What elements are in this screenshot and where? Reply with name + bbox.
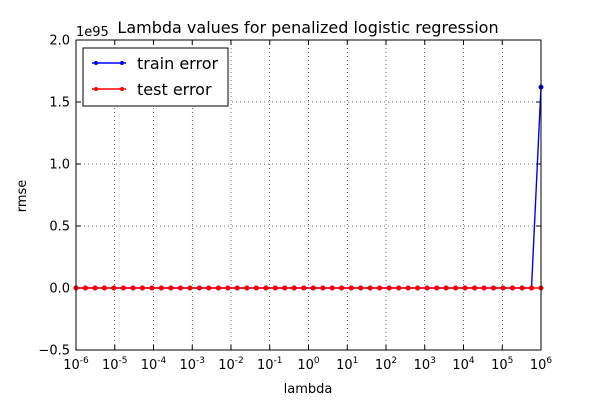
data-point	[206, 285, 212, 291]
data-point	[415, 285, 421, 291]
data-point	[196, 285, 202, 291]
legend: train error test error	[82, 47, 229, 107]
data-point	[396, 285, 402, 291]
data-point	[529, 285, 535, 291]
data-point	[377, 285, 383, 291]
data-point	[225, 285, 231, 291]
y-tick-label: 2.0	[49, 34, 70, 49]
legend-marker	[120, 61, 124, 65]
y-tick-label: 1.5	[49, 96, 70, 111]
data-point	[272, 285, 278, 291]
data-point	[282, 285, 288, 291]
data-point	[339, 285, 345, 291]
data-point	[386, 285, 392, 291]
x-tick-label: 10-2	[218, 356, 244, 373]
x-tick-label: 10-4	[141, 356, 167, 373]
legend-marker	[94, 61, 98, 65]
x-tick-label: 106	[530, 356, 553, 373]
data-point	[491, 285, 497, 291]
data-point	[139, 285, 145, 291]
legend-marker	[94, 87, 98, 91]
x-tick-label: 10-6	[63, 356, 89, 373]
y-axis-label: rmse	[15, 180, 30, 213]
data-point	[111, 285, 117, 291]
data-point	[177, 285, 183, 291]
series-line-train-error	[76, 87, 542, 289]
data-point	[168, 285, 174, 291]
data-point	[358, 285, 364, 291]
data-point	[453, 285, 459, 291]
legend-marker	[120, 87, 124, 91]
x-tick-label: 100	[297, 356, 320, 373]
data-point	[291, 285, 297, 291]
x-tick-label: 104	[452, 356, 475, 373]
data-point	[101, 285, 107, 291]
y-tick-label: 0.0	[49, 282, 70, 297]
data-point	[434, 285, 440, 291]
data-point	[424, 285, 430, 291]
legend-label: train error	[137, 54, 218, 73]
x-tick-label: 10-5	[102, 356, 128, 373]
y-tick-label: −0.5	[38, 344, 70, 359]
x-tick-label: 101	[336, 356, 358, 373]
data-point	[348, 285, 354, 291]
data-point	[510, 285, 516, 291]
data-point	[130, 285, 136, 291]
data-point	[149, 285, 155, 291]
data-point	[253, 285, 259, 291]
data-point	[120, 285, 126, 291]
legend-box	[82, 47, 229, 107]
data-point	[320, 285, 326, 291]
data-point	[367, 285, 373, 291]
data-point	[244, 285, 250, 291]
y-tick-label: 0.5	[49, 220, 70, 235]
x-tick-label: 10-1	[257, 356, 283, 373]
chart-title: Lambda values for penalized logistic reg…	[117, 18, 498, 37]
data-point	[82, 285, 88, 291]
x-axis-label: lambda	[284, 382, 333, 397]
data-point	[481, 285, 487, 291]
data-point	[500, 285, 506, 291]
data-point	[519, 285, 525, 291]
plot-frame	[75, 39, 542, 351]
data-point	[443, 285, 449, 291]
data-point	[187, 285, 193, 291]
data-point	[158, 285, 164, 291]
data-point	[462, 285, 468, 291]
data-point	[301, 285, 307, 291]
data-point	[472, 285, 478, 291]
y-offset-text: 1e95	[76, 25, 109, 40]
x-tick-label: 103	[414, 356, 436, 373]
x-tick-label: 105	[491, 356, 513, 373]
data-point	[329, 285, 335, 291]
data-point	[405, 285, 411, 291]
x-tick-label: 10-3	[179, 356, 205, 373]
data-point	[310, 285, 316, 291]
data-point	[234, 285, 240, 291]
legend-label: test error	[137, 80, 212, 99]
data-point	[92, 285, 98, 291]
series-group	[73, 84, 544, 291]
y-tick-label: 1.0	[49, 158, 70, 173]
axis-ticks: 10-6 10-5 10-4 10-3 10-2 10-1 100 101 102 103 104 1…	[38, 34, 552, 374]
data-point	[263, 285, 269, 291]
data-point	[215, 285, 221, 291]
x-tick-label: 102	[375, 356, 397, 373]
